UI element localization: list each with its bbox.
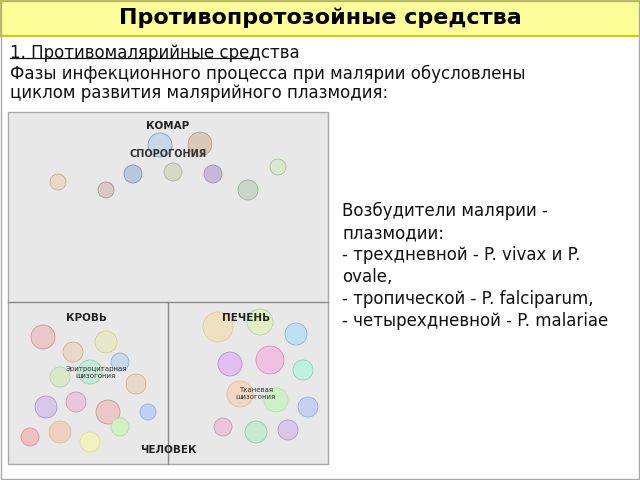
- Circle shape: [214, 418, 232, 436]
- Circle shape: [49, 421, 71, 443]
- Text: КОМАР: КОМАР: [147, 121, 189, 131]
- Circle shape: [285, 323, 307, 345]
- Circle shape: [35, 396, 57, 418]
- Circle shape: [111, 418, 129, 436]
- Circle shape: [124, 165, 142, 183]
- Text: СПОРОГОНИЯ: СПОРОГОНИЯ: [129, 149, 207, 159]
- Circle shape: [256, 346, 284, 374]
- Circle shape: [96, 400, 120, 424]
- Circle shape: [164, 163, 182, 181]
- Text: Противопротозойные средства: Противопротозойные средства: [118, 8, 522, 28]
- Circle shape: [50, 367, 70, 387]
- Text: 1. Противомалярийные средства: 1. Противомалярийные средства: [10, 44, 300, 62]
- Circle shape: [218, 352, 242, 376]
- Text: Тканевая
шизогония: Тканевая шизогония: [236, 387, 276, 400]
- Text: - четырехдневной - P. malariae: - четырехдневной - P. malariae: [342, 312, 608, 330]
- Circle shape: [264, 388, 288, 412]
- Circle shape: [148, 133, 172, 157]
- Text: - тропической - P. falciparum,: - тропической - P. falciparum,: [342, 290, 594, 308]
- Text: КРОВЬ: КРОВЬ: [65, 313, 106, 323]
- FancyBboxPatch shape: [8, 112, 328, 464]
- FancyBboxPatch shape: [0, 0, 640, 36]
- Circle shape: [245, 421, 267, 443]
- Text: циклом развития малярийного плазмодия:: циклом развития малярийного плазмодия:: [10, 84, 388, 102]
- Circle shape: [66, 392, 86, 412]
- Circle shape: [203, 312, 233, 342]
- Circle shape: [227, 381, 253, 407]
- Circle shape: [21, 428, 39, 446]
- Text: ovale,: ovale,: [342, 268, 392, 286]
- Circle shape: [95, 331, 117, 353]
- Text: Фазы инфекционного процесса при малярии обусловлены: Фазы инфекционного процесса при малярии …: [10, 65, 525, 83]
- Circle shape: [31, 325, 55, 349]
- Circle shape: [188, 132, 212, 156]
- Circle shape: [63, 342, 83, 362]
- Circle shape: [247, 309, 273, 335]
- Circle shape: [111, 353, 129, 371]
- Text: ЧЕЛОВЕК: ЧЕЛОВЕК: [140, 445, 196, 455]
- Text: Эритроцитарная
шизогония: Эритроцитарная шизогония: [65, 366, 127, 379]
- Circle shape: [98, 182, 114, 198]
- Circle shape: [80, 432, 100, 452]
- Text: Возбудители малярии -: Возбудители малярии -: [342, 202, 548, 220]
- Circle shape: [278, 420, 298, 440]
- Circle shape: [238, 180, 258, 200]
- Circle shape: [293, 360, 313, 380]
- Text: - трехдневной - P. vivax и P.: - трехдневной - P. vivax и P.: [342, 246, 580, 264]
- Circle shape: [270, 159, 286, 175]
- Circle shape: [126, 374, 146, 394]
- Text: ПЕЧЕНЬ: ПЕЧЕНЬ: [222, 313, 270, 323]
- Circle shape: [50, 174, 66, 190]
- Circle shape: [78, 360, 102, 384]
- Circle shape: [204, 165, 222, 183]
- Circle shape: [298, 397, 318, 417]
- Text: плазмодии:: плазмодии:: [342, 224, 444, 242]
- Circle shape: [140, 404, 156, 420]
